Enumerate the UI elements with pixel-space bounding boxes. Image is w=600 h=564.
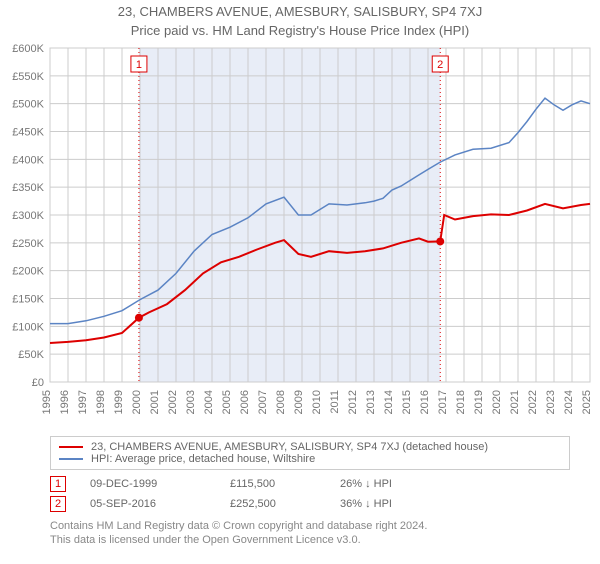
svg-text:2000: 2000	[131, 390, 143, 414]
legend-row: HPI: Average price, detached house, Wilt…	[59, 453, 561, 465]
svg-text:£450K: £450K	[12, 127, 44, 139]
sale-delta: 36% ↓ HPI	[340, 498, 470, 510]
legend-label: HPI: Average price, detached house, Wilt…	[91, 453, 315, 465]
svg-text:2013: 2013	[365, 390, 377, 414]
disclaimer: Contains HM Land Registry data © Crown c…	[50, 520, 570, 548]
svg-text:£200K: £200K	[12, 266, 44, 278]
svg-text:1998: 1998	[95, 390, 107, 414]
svg-text:1996: 1996	[59, 390, 71, 414]
svg-text:2005: 2005	[221, 390, 233, 414]
legend-row: 23, CHAMBERS AVENUE, AMESBURY, SALISBURY…	[59, 441, 561, 453]
svg-text:2025: 2025	[581, 390, 593, 414]
svg-text:2024: 2024	[563, 390, 575, 414]
svg-text:£100K: £100K	[12, 321, 44, 333]
legend-label: 23, CHAMBERS AVENUE, AMESBURY, SALISBURY…	[91, 441, 488, 453]
disclaimer-line: Contains HM Land Registry data © Crown c…	[50, 520, 570, 534]
svg-text:2017: 2017	[437, 390, 449, 414]
sale-price: £252,500	[230, 498, 340, 510]
svg-text:2003: 2003	[185, 390, 197, 414]
svg-text:2002: 2002	[167, 390, 179, 414]
svg-text:£150K: £150K	[12, 294, 44, 306]
svg-text:£0: £0	[32, 377, 44, 389]
sale-date: 05-SEP-2016	[90, 498, 230, 510]
svg-text:1999: 1999	[113, 390, 125, 414]
svg-text:2018: 2018	[455, 390, 467, 414]
legend-swatch-hpi	[59, 458, 83, 460]
sale-delta: 26% ↓ HPI	[340, 478, 470, 490]
chart-area: £0 £50K £100K £150K £200K £250K £300K £350K £400…	[0, 42, 600, 432]
svg-text:£500K: £500K	[12, 99, 44, 111]
svg-text:2019: 2019	[473, 390, 485, 414]
svg-text:2016: 2016	[419, 390, 431, 414]
sales-table: 1 09-DEC-1999 £115,500 26% ↓ HPI 2 05-SE…	[50, 474, 570, 514]
svg-text:£250K: £250K	[12, 238, 44, 250]
svg-text:£300K: £300K	[12, 210, 44, 222]
svg-text:2011: 2011	[329, 390, 341, 414]
svg-text:2021: 2021	[509, 390, 521, 414]
svg-text:2001: 2001	[149, 390, 161, 414]
sale-date: 09-DEC-1999	[90, 478, 230, 490]
svg-text:2008: 2008	[275, 390, 287, 414]
svg-text:2004: 2004	[203, 390, 215, 414]
svg-text:2014: 2014	[383, 390, 395, 414]
chart-subtitle: Price paid vs. HM Land Registry's House …	[0, 23, 600, 38]
svg-text:£550K: £550K	[12, 71, 44, 83]
sales-row: 1 09-DEC-1999 £115,500 26% ↓ HPI	[50, 474, 570, 494]
disclaimer-line: This data is licensed under the Open Gov…	[50, 534, 570, 548]
svg-text:2009: 2009	[293, 390, 305, 414]
svg-text:1: 1	[136, 59, 142, 71]
svg-text:2006: 2006	[239, 390, 251, 414]
svg-text:1997: 1997	[77, 390, 89, 414]
svg-text:£600K: £600K	[12, 43, 44, 55]
svg-text:2020: 2020	[491, 390, 503, 414]
legend-swatch-property	[59, 446, 83, 448]
sale-marker-1: 1	[50, 476, 66, 492]
svg-text:£50K: £50K	[18, 349, 44, 361]
svg-text:2007: 2007	[257, 390, 269, 414]
sales-row: 2 05-SEP-2016 £252,500 36% ↓ HPI	[50, 494, 570, 514]
svg-text:2015: 2015	[401, 390, 413, 414]
svg-text:2022: 2022	[527, 390, 539, 414]
legend: 23, CHAMBERS AVENUE, AMESBURY, SALISBURY…	[50, 436, 570, 470]
line-chart: £0 £50K £100K £150K £200K £250K £300K £350K £400…	[0, 42, 600, 432]
svg-text:2010: 2010	[311, 390, 323, 414]
sale-price: £115,500	[230, 478, 340, 490]
svg-text:2023: 2023	[545, 390, 557, 414]
chart-title: 23, CHAMBERS AVENUE, AMESBURY, SALISBURY…	[0, 4, 600, 19]
svg-text:2: 2	[437, 59, 443, 71]
svg-text:£400K: £400K	[12, 154, 44, 166]
svg-text:2012: 2012	[347, 390, 359, 414]
sale-marker-2: 2	[50, 496, 66, 512]
svg-text:1995: 1995	[41, 390, 53, 414]
svg-text:£350K: £350K	[12, 182, 44, 194]
